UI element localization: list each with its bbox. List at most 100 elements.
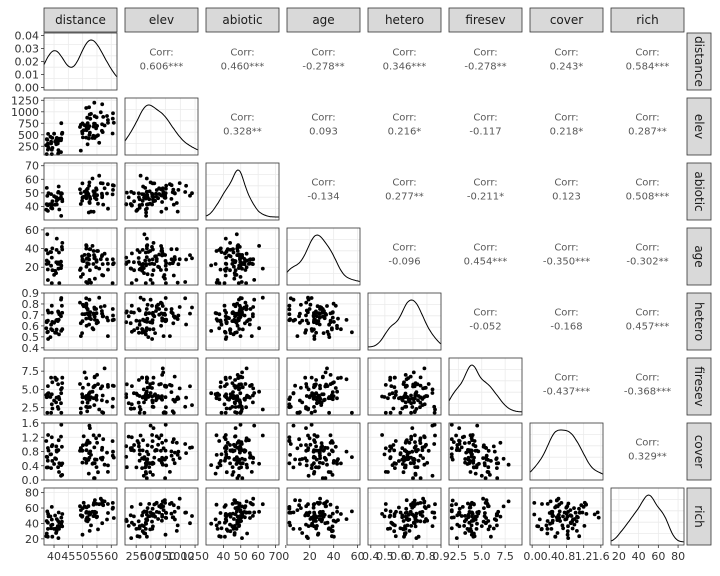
data-point <box>401 454 406 459</box>
density-curve <box>43 39 118 78</box>
data-point <box>457 524 462 529</box>
data-point <box>82 504 87 509</box>
data-point <box>49 505 54 509</box>
panel-age-age <box>286 227 361 286</box>
data-point <box>344 318 349 322</box>
data-point <box>257 326 261 331</box>
data-point <box>84 196 89 201</box>
corr-label: Corr: <box>230 113 254 124</box>
data-point <box>154 309 158 313</box>
data-point <box>183 510 188 515</box>
row-strip-elev: elev <box>686 97 712 156</box>
row-strip-label: abiotic <box>692 171 706 211</box>
data-point <box>100 393 105 398</box>
data-point <box>235 311 240 316</box>
data-point <box>80 392 84 397</box>
data-point <box>86 136 91 141</box>
data-point <box>231 250 236 255</box>
panel-border <box>205 162 280 221</box>
corr-label: Corr: <box>392 243 416 254</box>
data-point <box>138 502 143 507</box>
panel-background <box>125 98 198 155</box>
data-point <box>550 509 555 514</box>
data-point <box>545 502 550 506</box>
data-point <box>45 308 50 313</box>
data-point <box>46 147 50 152</box>
data-point <box>97 140 102 145</box>
data-point <box>252 423 257 428</box>
data-point <box>333 386 338 390</box>
data-point <box>418 476 423 481</box>
data-point <box>457 506 462 511</box>
x-tick-label: 60 <box>651 550 665 563</box>
panel-firesev-cover: Corr:-0.437*** <box>543 373 590 398</box>
data-point <box>304 394 309 398</box>
data-point <box>150 444 154 449</box>
data-point <box>339 461 343 466</box>
data-point <box>84 302 89 307</box>
panel-abiotic-abiotic <box>205 162 280 221</box>
data-point <box>94 436 98 441</box>
data-point <box>124 382 129 387</box>
corr-label: Corr: <box>554 308 578 319</box>
data-point <box>89 395 93 400</box>
data-point <box>134 209 139 213</box>
data-point <box>209 391 214 396</box>
data-point <box>260 295 265 300</box>
data-point <box>382 452 387 457</box>
data-point <box>85 115 90 120</box>
data-point <box>100 314 105 319</box>
data-point <box>225 397 230 402</box>
data-point <box>288 510 293 515</box>
data-point <box>454 536 459 540</box>
data-point <box>467 510 472 514</box>
data-point <box>50 206 55 211</box>
data-point <box>566 524 570 529</box>
data-point <box>157 312 162 317</box>
data-point <box>156 196 161 201</box>
data-point <box>209 329 214 333</box>
data-point <box>184 183 189 188</box>
data-point <box>209 521 214 526</box>
data-point <box>129 536 134 540</box>
data-point <box>389 384 394 388</box>
data-point <box>55 319 60 323</box>
data-point <box>105 191 109 196</box>
panel-border <box>124 292 199 351</box>
data-point <box>80 198 84 203</box>
data-point <box>449 422 454 427</box>
data-point <box>239 519 244 523</box>
data-point <box>46 132 50 136</box>
data-point <box>432 510 437 515</box>
data-point <box>140 375 145 380</box>
data-point <box>223 449 228 454</box>
data-point <box>145 193 150 197</box>
data-point <box>407 529 412 533</box>
data-point <box>336 457 340 461</box>
data-point <box>54 236 59 241</box>
data-point <box>219 452 224 457</box>
data-point <box>450 457 455 462</box>
data-point <box>470 438 474 443</box>
data-point <box>59 391 64 396</box>
data-point <box>422 499 427 504</box>
data-point <box>234 232 239 237</box>
data-point <box>233 512 238 517</box>
panel-hetero-firesev: Corr:-0.052 <box>469 308 501 333</box>
data-point <box>97 266 102 271</box>
data-point <box>111 188 115 192</box>
data-point <box>222 303 227 308</box>
data-point <box>137 330 141 335</box>
data-point <box>306 473 311 478</box>
panel-border <box>448 487 523 546</box>
data-point <box>92 509 97 514</box>
data-point <box>80 181 85 186</box>
data-point <box>60 310 65 315</box>
data-point <box>161 508 166 512</box>
data-point <box>306 524 311 528</box>
data-point <box>422 462 427 467</box>
data-point <box>295 334 300 338</box>
data-point <box>486 465 491 470</box>
data-point <box>350 509 354 514</box>
data-point <box>536 524 541 529</box>
